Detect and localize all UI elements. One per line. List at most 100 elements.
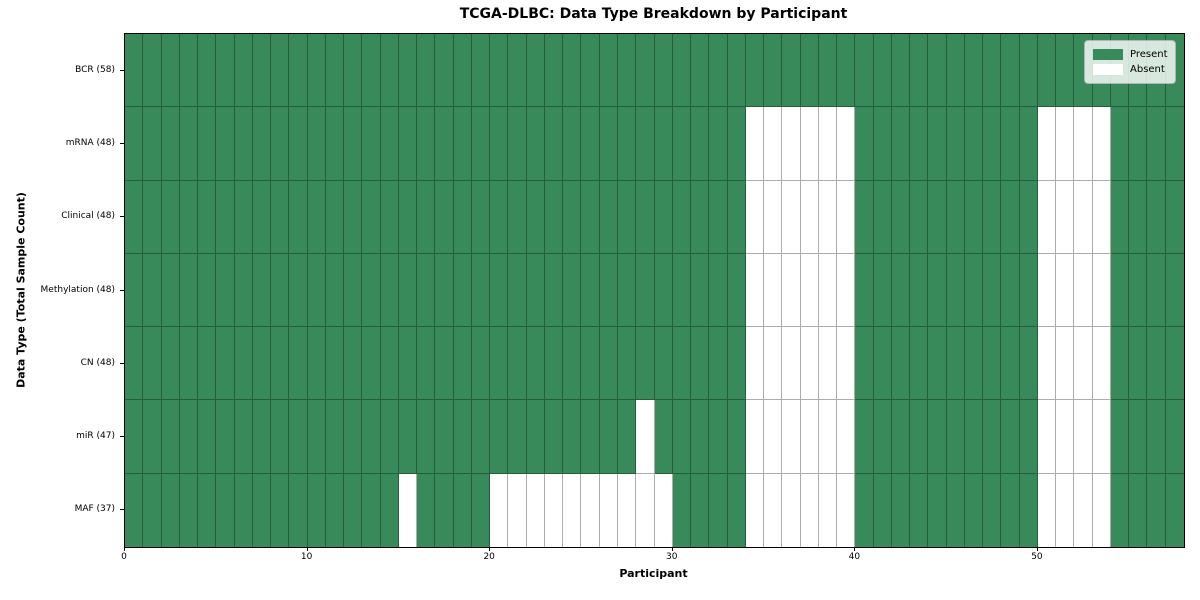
heatmap-cell	[216, 107, 235, 181]
heatmap-cell	[928, 107, 947, 181]
heatmap-cell	[380, 253, 399, 328]
heatmap-cell	[526, 34, 545, 108]
heatmap-cell	[398, 34, 418, 108]
heatmap-cell	[745, 473, 765, 547]
heatmap-cell	[636, 180, 655, 254]
heatmap-cell	[709, 180, 728, 254]
heatmap-cell	[946, 34, 965, 108]
heatmap-cell	[1147, 400, 1166, 474]
heatmap-cell	[471, 34, 491, 108]
heatmap-cell	[891, 253, 911, 328]
heatmap-cell	[1056, 180, 1075, 254]
heatmap-cell	[398, 473, 418, 547]
heatmap-cell	[1165, 180, 1184, 254]
heatmap-cell	[526, 180, 545, 254]
heatmap-cell	[1001, 473, 1020, 547]
heatmap-cell	[143, 400, 162, 474]
heatmap-cell	[654, 34, 673, 108]
y-tick-mark	[120, 69, 124, 71]
heatmap-cell	[544, 253, 564, 328]
heatmap-cell	[325, 34, 345, 108]
heatmap-cell	[398, 400, 418, 474]
heatmap-cell	[910, 327, 929, 401]
heatmap-cell	[1074, 253, 1093, 328]
heatmap-cell	[636, 107, 655, 181]
heatmap-cell	[764, 180, 783, 254]
x-tick-label: 20	[483, 552, 495, 562]
heatmap-cell	[271, 327, 290, 401]
heatmap-cell	[307, 473, 326, 547]
heatmap-cell	[508, 34, 527, 108]
heatmap-cell	[599, 253, 618, 328]
heatmap-cell	[599, 473, 618, 547]
heatmap-cell	[800, 400, 819, 474]
heatmap-cell	[1110, 473, 1130, 547]
heatmap-cell	[818, 107, 838, 181]
heatmap-cell	[417, 107, 436, 181]
heatmap-cell	[453, 253, 472, 328]
heatmap-cell	[910, 34, 929, 108]
heatmap-cell	[654, 180, 673, 254]
heatmap-cell	[672, 107, 692, 181]
heatmap-cell	[745, 34, 765, 108]
heatmap-cell	[1165, 253, 1184, 328]
y-axis-ticks: BCR (58) mRNA (48) Clinical (48) Methylatio…	[0, 33, 124, 546]
heatmap-cell	[837, 400, 856, 474]
heatmap-cell	[928, 253, 947, 328]
heatmap-cell	[782, 327, 801, 401]
heatmap-cell	[1037, 34, 1057, 108]
heatmap-cell	[143, 473, 162, 547]
heatmap-cell	[252, 327, 272, 401]
heatmap-cell	[234, 400, 253, 474]
heatmap-cell	[910, 253, 929, 328]
heatmap-cell	[344, 34, 363, 108]
heatmap-cell	[983, 180, 1002, 254]
y-tick-mark	[120, 216, 124, 218]
heatmap-cell	[818, 473, 838, 547]
heatmap-cell	[179, 253, 199, 328]
heatmap-cell	[964, 327, 984, 401]
x-tick-label: 50	[1031, 552, 1043, 562]
heatmap-cell	[1019, 473, 1038, 547]
heatmap-cell	[1110, 253, 1130, 328]
heatmap-cell	[453, 400, 472, 474]
x-tick-label: 30	[666, 552, 678, 562]
heatmap-cell	[179, 327, 199, 401]
heatmap-cell	[161, 400, 180, 474]
heatmap-cell	[691, 107, 710, 181]
heatmap-cell	[234, 107, 253, 181]
heatmap-cell	[654, 400, 673, 474]
heatmap-cell	[983, 107, 1002, 181]
heatmap-cell	[910, 180, 929, 254]
heatmap-cell	[216, 34, 235, 108]
heatmap-cell	[143, 34, 162, 108]
heatmap-cell	[271, 253, 290, 328]
heatmap-cell	[544, 473, 564, 547]
heatmap-cell	[964, 107, 984, 181]
heatmap-cell	[325, 400, 345, 474]
heatmap-cell	[709, 327, 728, 401]
heatmap-cell	[1001, 253, 1020, 328]
heatmap-cell	[508, 253, 527, 328]
heatmap-cell	[508, 327, 527, 401]
heatmap-cell	[289, 107, 308, 181]
heatmap-cell	[234, 180, 253, 254]
heatmap-cell	[1019, 107, 1038, 181]
heatmap-cell	[599, 400, 618, 474]
heatmap-cell	[252, 107, 272, 181]
heatmap-cell	[873, 107, 892, 181]
heatmap-cell	[1147, 327, 1166, 401]
heatmap-cell	[1165, 327, 1184, 401]
heatmap-cell	[1110, 327, 1130, 401]
y-tick-label: MAF (37)	[74, 504, 115, 515]
heatmap-cell	[1037, 180, 1057, 254]
heatmap-cell	[417, 180, 436, 254]
heatmap-cell	[800, 107, 819, 181]
heatmap-cell	[435, 473, 454, 547]
heatmap-cell	[198, 34, 217, 108]
heatmap-cell	[617, 473, 637, 547]
heatmap-cell	[161, 180, 180, 254]
heatmap-cell	[216, 253, 235, 328]
heatmap-cell	[563, 253, 582, 328]
heatmap-cell	[490, 253, 509, 328]
